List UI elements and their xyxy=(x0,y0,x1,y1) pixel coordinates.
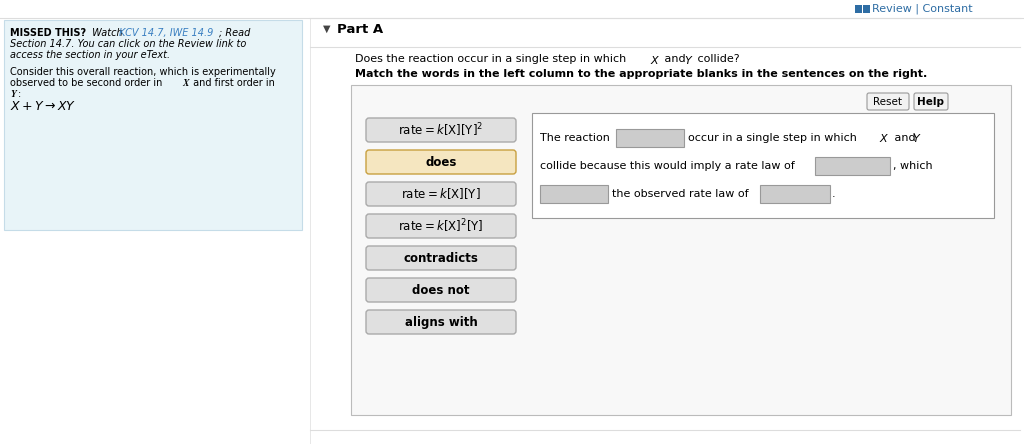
Text: $X + Y \rightarrow XY$: $X + Y \rightarrow XY$ xyxy=(10,100,77,113)
Text: , which: , which xyxy=(893,161,933,171)
Text: Review | Constant: Review | Constant xyxy=(872,4,973,14)
Text: and first order in: and first order in xyxy=(190,78,274,88)
Text: Match the words in the left column to the appropriate blanks in the sentences on: Match the words in the left column to th… xyxy=(355,69,928,79)
FancyBboxPatch shape xyxy=(366,214,516,238)
Text: does: does xyxy=(425,155,457,169)
Text: Reset: Reset xyxy=(873,96,902,107)
FancyBboxPatch shape xyxy=(867,93,909,110)
FancyBboxPatch shape xyxy=(760,185,830,203)
Text: Consider this overall reaction, which is experimentally: Consider this overall reaction, which is… xyxy=(10,67,275,77)
Text: Does the reaction occur in a single step in which: Does the reaction occur in a single step… xyxy=(355,54,630,64)
FancyBboxPatch shape xyxy=(366,182,516,206)
FancyBboxPatch shape xyxy=(366,118,516,142)
Text: Section 14.7. You can click on the Review link to: Section 14.7. You can click on the Revie… xyxy=(10,39,247,49)
Text: does not: does not xyxy=(413,284,470,297)
Text: collide because this would imply a rate law of: collide because this would imply a rate … xyxy=(540,161,795,171)
Text: $Y$: $Y$ xyxy=(684,54,693,66)
FancyBboxPatch shape xyxy=(4,20,302,230)
FancyBboxPatch shape xyxy=(616,129,684,147)
Text: $\mathrm{rate} = k[\mathrm{X}]^2[\mathrm{Y}]$: $\mathrm{rate} = k[\mathrm{X}]^2[\mathrm… xyxy=(398,217,483,235)
Text: $\mathrm{rate} = k[\mathrm{X}][\mathrm{Y}]^2$: $\mathrm{rate} = k[\mathrm{X}][\mathrm{Y… xyxy=(398,121,483,139)
FancyBboxPatch shape xyxy=(366,310,516,334)
Text: ; Read: ; Read xyxy=(219,28,251,38)
Text: The reaction: The reaction xyxy=(540,133,610,143)
FancyBboxPatch shape xyxy=(366,150,516,174)
Text: observed to be second order in: observed to be second order in xyxy=(10,78,166,88)
FancyBboxPatch shape xyxy=(540,185,608,203)
Text: $Y$: $Y$ xyxy=(912,132,922,144)
FancyBboxPatch shape xyxy=(366,278,516,302)
Text: .: . xyxy=(831,189,836,199)
Text: contradicts: contradicts xyxy=(403,251,478,265)
Text: Y: Y xyxy=(10,89,16,99)
Text: MISSED THIS?: MISSED THIS? xyxy=(10,28,86,38)
Text: collide?: collide? xyxy=(694,54,739,64)
Text: $X$: $X$ xyxy=(650,54,660,66)
Text: and: and xyxy=(662,54,689,64)
Text: the observed rate law of: the observed rate law of xyxy=(612,189,749,199)
Text: Help: Help xyxy=(918,96,944,107)
Text: and: and xyxy=(891,133,915,143)
Text: ▼: ▼ xyxy=(323,24,331,34)
FancyBboxPatch shape xyxy=(366,246,516,270)
Text: $X$: $X$ xyxy=(879,132,889,144)
FancyBboxPatch shape xyxy=(855,5,862,13)
Text: occur in a single step in which: occur in a single step in which xyxy=(688,133,857,143)
FancyBboxPatch shape xyxy=(351,85,1011,415)
Text: KCV 14.7, IWE 14.9: KCV 14.7, IWE 14.9 xyxy=(119,28,213,38)
FancyBboxPatch shape xyxy=(532,113,994,218)
FancyBboxPatch shape xyxy=(815,157,890,175)
Text: aligns with: aligns with xyxy=(404,316,477,329)
FancyBboxPatch shape xyxy=(863,5,870,13)
Text: Watch: Watch xyxy=(89,28,126,38)
Text: X: X xyxy=(182,78,188,87)
Text: access the section in your eText.: access the section in your eText. xyxy=(10,50,170,60)
Text: Part A: Part A xyxy=(337,23,383,36)
Text: :: : xyxy=(18,89,22,99)
FancyBboxPatch shape xyxy=(914,93,948,110)
Text: $\mathrm{rate} = k[\mathrm{X}][\mathrm{Y}]$: $\mathrm{rate} = k[\mathrm{X}][\mathrm{Y… xyxy=(401,186,481,202)
